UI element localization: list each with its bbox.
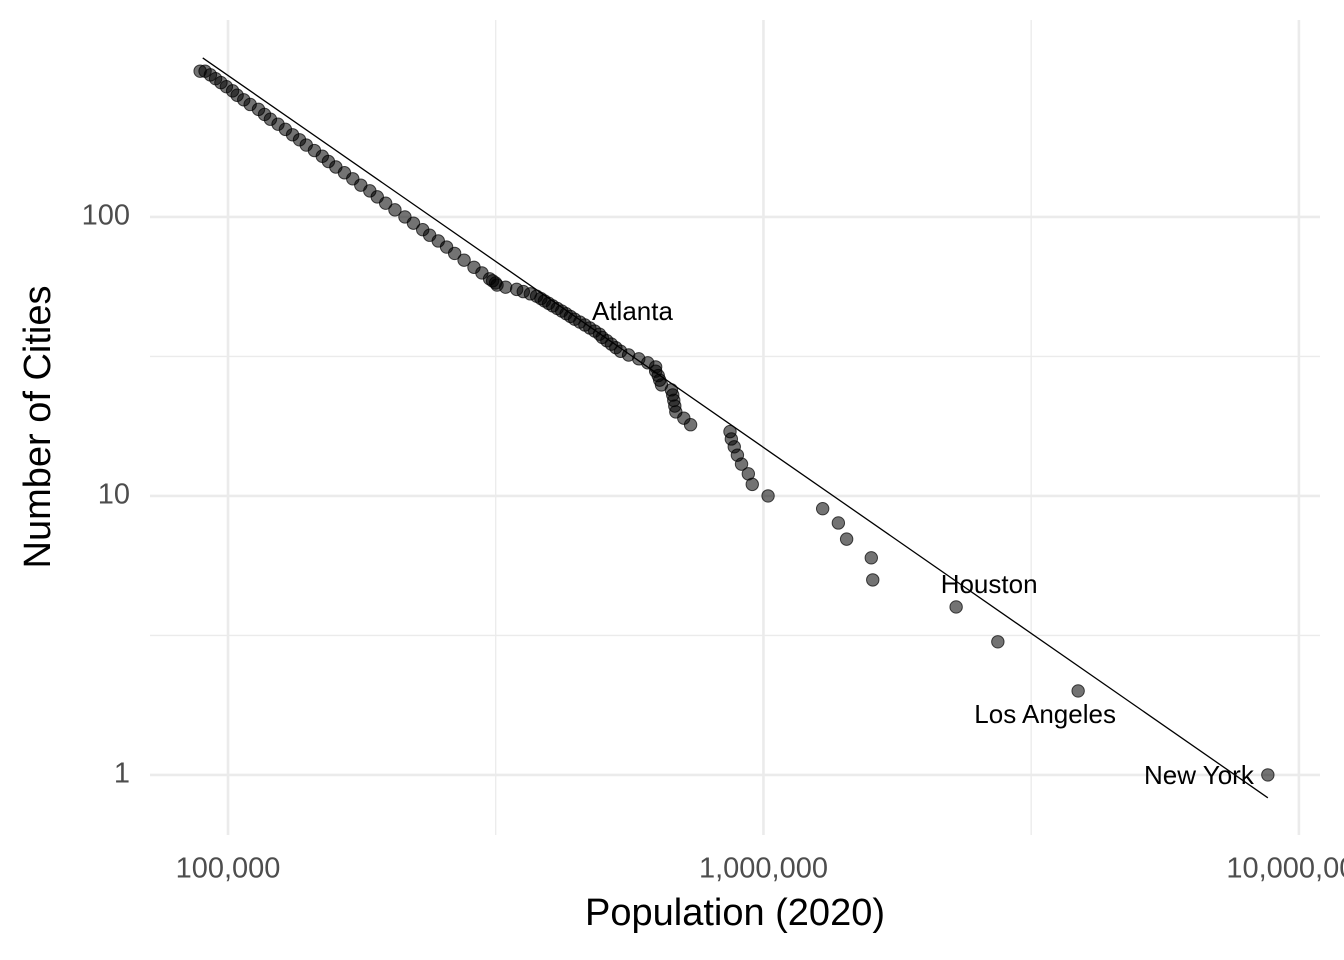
annotation: Atlanta xyxy=(592,296,673,326)
point xyxy=(398,210,412,224)
point xyxy=(864,551,878,565)
y-tick-label: 10 xyxy=(98,479,130,511)
point xyxy=(388,203,402,217)
point xyxy=(467,260,481,274)
point xyxy=(815,501,830,516)
y-axis-title: Number of Cities xyxy=(17,286,59,569)
point xyxy=(839,532,854,546)
annotation: New York xyxy=(1144,760,1255,790)
trend-line xyxy=(202,57,1269,799)
annotation: Los Angeles xyxy=(974,699,1116,729)
point xyxy=(509,282,524,297)
point xyxy=(457,253,471,267)
x-tick-label: 10,000,000 xyxy=(1226,853,1344,885)
point xyxy=(723,424,737,439)
point xyxy=(831,516,846,530)
point xyxy=(866,573,880,587)
point xyxy=(1071,684,1085,698)
point xyxy=(761,489,775,503)
y-tick-label: 1 xyxy=(114,758,130,790)
point xyxy=(991,635,1005,649)
annotation: Houston xyxy=(941,569,1038,599)
y-tick-label: 100 xyxy=(82,200,130,232)
point xyxy=(193,64,207,78)
x-axis-title: Population (2020) xyxy=(585,892,885,934)
point xyxy=(949,600,963,614)
x-tick-label: 1,000,000 xyxy=(699,853,828,885)
point xyxy=(1261,768,1275,782)
x-tick-label: 100,000 xyxy=(176,853,281,885)
point xyxy=(741,467,756,481)
point xyxy=(416,222,430,237)
